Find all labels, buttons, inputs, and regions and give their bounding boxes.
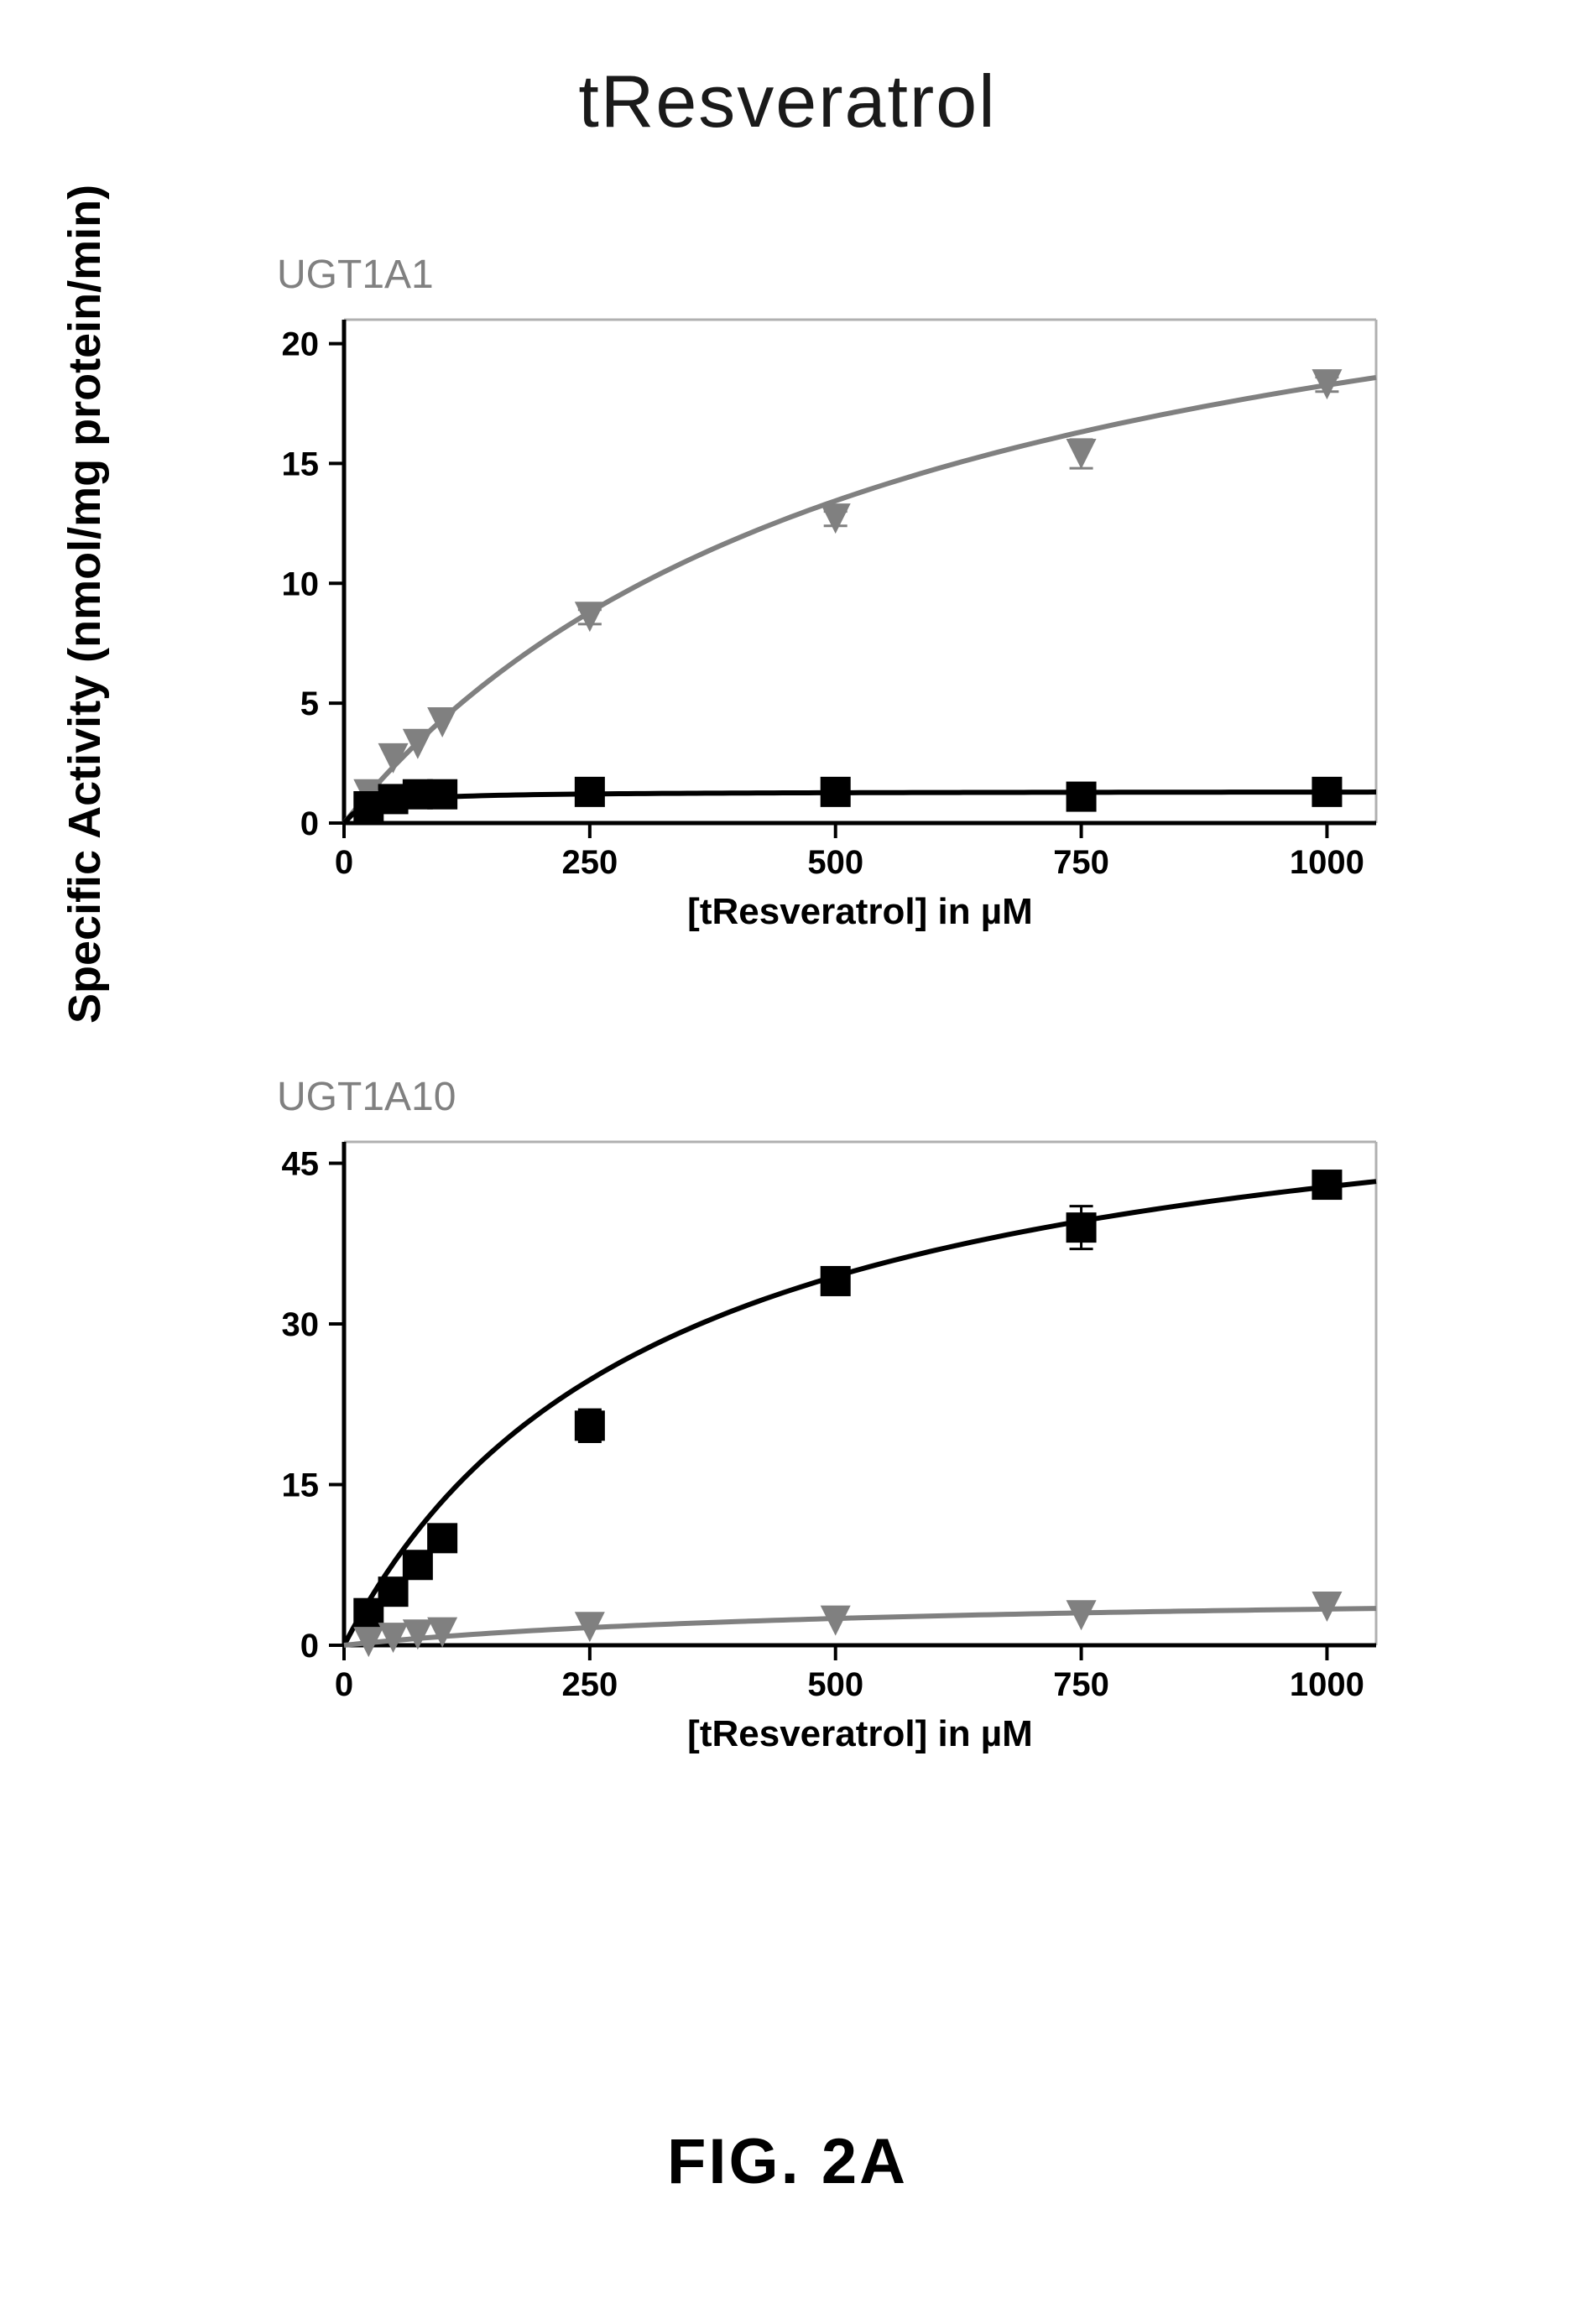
chart-ugt1a1: UGT1A1 0 250 500 750 1000 0 5 10 15 20 [tResveratr… bbox=[227, 252, 1418, 945]
svg-text:10: 10 bbox=[282, 565, 320, 602]
svg-text:0: 0 bbox=[335, 844, 353, 881]
svg-text:750: 750 bbox=[1053, 1666, 1109, 1703]
panel-label-top: UGT1A1 bbox=[277, 252, 1418, 298]
svg-text:500: 500 bbox=[807, 1666, 863, 1703]
svg-text:0: 0 bbox=[335, 1666, 353, 1703]
page: tResveratrol Specific Activity (nmol/mg … bbox=[0, 0, 1575, 2324]
main-title: tResveratrol bbox=[0, 59, 1575, 144]
svg-text:1000: 1000 bbox=[1290, 1666, 1364, 1703]
chart-svg-bottom: 0 250 500 750 1000 0 15 30 45 [tResveratrol] in µ… bbox=[227, 1125, 1418, 1763]
svg-text:1000: 1000 bbox=[1290, 844, 1364, 881]
chart-svg-top: 0 250 500 750 1000 0 5 10 15 20 [tResveratrol] in … bbox=[227, 303, 1418, 941]
svg-text:750: 750 bbox=[1053, 844, 1109, 881]
chart-ugt1a10: UGT1A10 0 250 500 750 1000 0 15 30 45 [tResveratr… bbox=[227, 1074, 1418, 1767]
svg-text:500: 500 bbox=[807, 844, 863, 881]
panel-label-bottom: UGT1A10 bbox=[277, 1074, 1418, 1120]
svg-text:250: 250 bbox=[561, 1666, 618, 1703]
figure-label: FIG. 2A bbox=[0, 2125, 1575, 2198]
svg-text:0: 0 bbox=[300, 1628, 319, 1665]
svg-text:5: 5 bbox=[300, 685, 319, 722]
svg-text:45: 45 bbox=[282, 1146, 320, 1183]
svg-text:[tResveratrol] in µM: [tResveratrol] in µM bbox=[687, 891, 1033, 932]
svg-text:15: 15 bbox=[282, 446, 320, 482]
svg-text:30: 30 bbox=[282, 1306, 320, 1343]
svg-text:20: 20 bbox=[282, 326, 320, 363]
svg-text:15: 15 bbox=[282, 1467, 320, 1504]
svg-text:0: 0 bbox=[300, 805, 319, 842]
y-axis-label: Specific Activity (nmol/mg protein/min) bbox=[59, 185, 111, 1024]
svg-text:[tResveratrol] in µM: [tResveratrol] in µM bbox=[687, 1713, 1033, 1754]
svg-text:250: 250 bbox=[561, 844, 618, 881]
